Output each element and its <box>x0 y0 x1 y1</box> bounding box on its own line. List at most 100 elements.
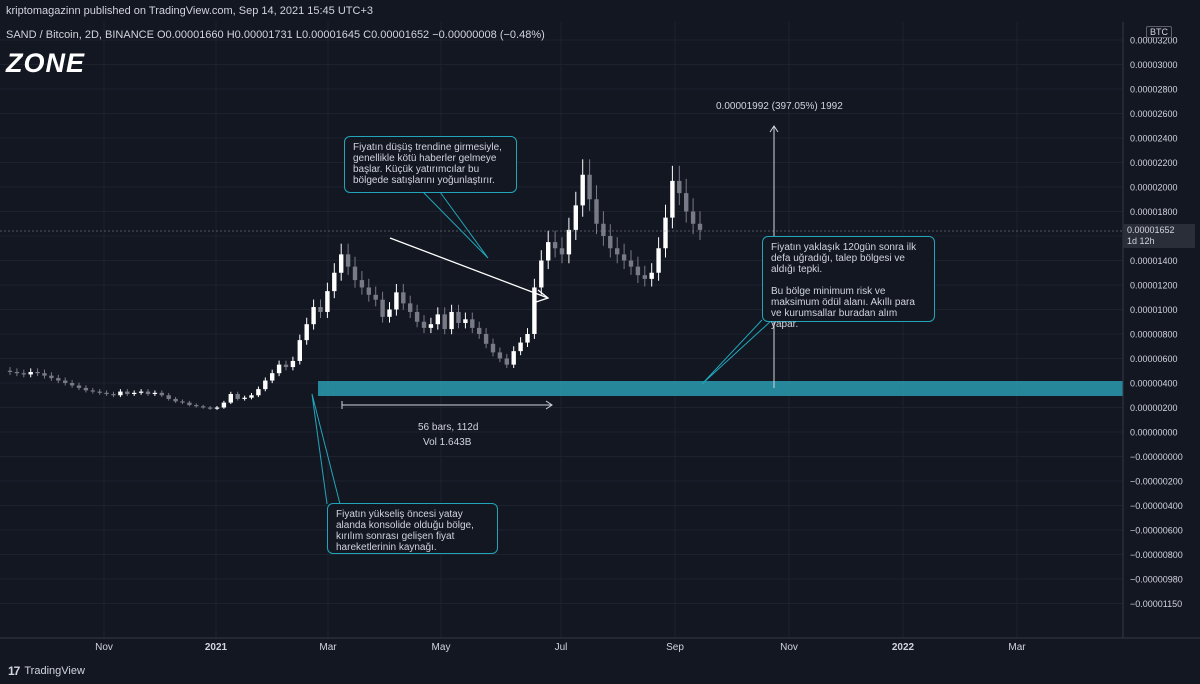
currency-label[interactable]: BTC <box>1146 26 1172 38</box>
callout-consolidation: Fiyatın yükseliş öncesi yatay alanda kon… <box>327 503 498 554</box>
candle-body <box>283 364 289 368</box>
candle-body <box>138 391 144 393</box>
candle-body <box>69 383 75 386</box>
candle-body <box>125 391 130 395</box>
candle-body <box>180 401 185 403</box>
time-tick-label: Jul <box>555 642 568 653</box>
candle-body <box>145 391 151 395</box>
candle-body <box>373 294 378 300</box>
callout-downtrend: Fiyatın düşüş trendine girmesiyle, genel… <box>344 136 517 193</box>
candle-body <box>14 371 20 374</box>
bar-countdown: 1d 12h <box>1127 236 1155 246</box>
candle-body <box>690 211 696 224</box>
target-label: 0.00001992 (397.05%) 1992 <box>716 101 843 112</box>
callout-top-pointer <box>422 191 489 259</box>
candle-body <box>256 389 261 396</box>
candle-body <box>511 351 516 365</box>
price-tick-label: 0.00003200 <box>1130 36 1178 46</box>
candle-body <box>304 324 309 341</box>
candle-body <box>401 292 406 304</box>
candle-body <box>194 405 199 407</box>
price-tick-label: 0.00000400 <box>1130 379 1178 389</box>
candle-body <box>635 266 641 276</box>
candle-body <box>7 370 13 372</box>
candle-body <box>132 392 137 395</box>
price-tick-label: 0.00001200 <box>1130 281 1178 291</box>
candle-body <box>214 407 220 409</box>
candle-body <box>470 319 475 328</box>
candle-body <box>601 223 606 236</box>
demand-zone <box>318 381 1123 396</box>
price-tick-label: 0.00002600 <box>1130 109 1178 119</box>
downtrend-arrow-head <box>535 289 550 303</box>
candle-body <box>387 309 392 317</box>
callout-demand-zone-text-1: Fiyatın yaklaşık 120gün sonra ilk defa u… <box>771 242 917 275</box>
candle-body <box>366 287 371 295</box>
candle-body <box>621 254 627 261</box>
last-price-value: 0.00001652 <box>1127 225 1175 235</box>
candle-body <box>394 292 399 310</box>
candle-body <box>21 373 26 375</box>
candle-body <box>111 394 116 396</box>
candle-body <box>35 371 40 374</box>
price-tick-label: −0.00000000 <box>1130 452 1183 462</box>
time-axis[interactable]: Nov 2021 Mar May Jul Sep Nov 2022 Mar <box>95 642 1026 653</box>
candle-body <box>546 242 551 261</box>
candle-body <box>276 364 282 374</box>
candle-body <box>677 180 682 194</box>
time-tick-label: Mar <box>319 642 337 653</box>
downtrend-arrow <box>389 237 549 299</box>
candle-body <box>311 307 316 325</box>
price-tick-label: 0.00002200 <box>1130 158 1178 168</box>
price-tick-label: 0.00000200 <box>1130 403 1178 413</box>
price-tick-label: 0.00000600 <box>1130 354 1178 364</box>
candle-body <box>380 299 385 317</box>
candle-body <box>566 229 572 255</box>
candle-body <box>270 373 275 381</box>
candle-body <box>456 311 461 323</box>
tradingview-logo[interactable]: 17 TradingView <box>8 664 85 678</box>
price-tick-label: −0.00000800 <box>1130 550 1183 560</box>
candle-body <box>594 199 599 224</box>
candle-body <box>532 287 537 334</box>
candle-body <box>201 406 206 408</box>
published-info: kriptomagazinn published on TradingView.… <box>6 5 374 17</box>
candle-body <box>518 342 523 352</box>
candle-body <box>552 242 558 249</box>
candle-body <box>318 307 323 312</box>
price-tick-label: 0.00000800 <box>1130 330 1178 340</box>
price-tick-label: −0.00000400 <box>1130 501 1183 511</box>
price-tick-label: 0.00000000 <box>1130 428 1178 438</box>
time-tick-label: 2021 <box>205 642 228 653</box>
candle-body <box>166 395 171 399</box>
candle-body <box>580 174 585 206</box>
candle-body <box>90 390 95 392</box>
candle-body <box>408 303 413 312</box>
candle-body <box>656 248 661 273</box>
measure-volume-label: Vol 1.643B <box>423 437 472 448</box>
candle-body <box>235 394 240 399</box>
candle-body <box>628 260 634 267</box>
time-tick-label: Nov <box>95 642 113 653</box>
candle-body <box>97 391 102 393</box>
candle-body <box>442 314 447 330</box>
candle-body <box>539 260 544 288</box>
candle-body <box>463 319 468 323</box>
candle-body <box>649 272 654 279</box>
candle-body <box>56 378 61 381</box>
candle-body <box>608 236 613 249</box>
candle-body <box>573 205 578 230</box>
time-tick-label: May <box>432 642 451 653</box>
target-arrowhead <box>769 125 779 133</box>
price-axis[interactable]: 0.00003200 0.00003000 0.00002800 0.00002600… <box>1130 36 1183 610</box>
price-tick-label: −0.00000980 <box>1130 575 1183 585</box>
candle-body <box>414 311 420 322</box>
candle-body <box>525 334 530 343</box>
candle-body <box>497 352 503 359</box>
callout-consolidation-text: Fiyatın yükseliş öncesi yatay alanda kon… <box>336 509 474 553</box>
candle-body <box>697 223 703 230</box>
candle-body <box>290 360 296 368</box>
price-tick-label: 0.00001400 <box>1130 256 1178 266</box>
symbol-legend[interactable]: SAND / Bitcoin, 2D, BINANCE O0.00001660 … <box>6 29 545 41</box>
